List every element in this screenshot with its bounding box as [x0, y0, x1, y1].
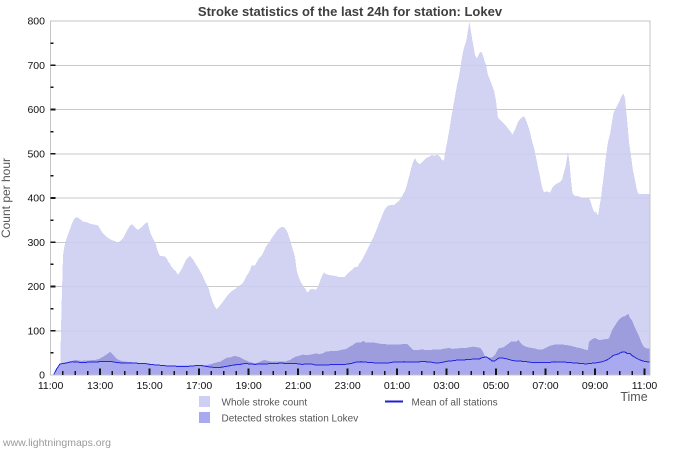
svg-text:Mean of all stations: Mean of all stations: [412, 398, 498, 409]
svg-text:800: 800: [27, 16, 45, 28]
svg-text:100: 100: [27, 325, 45, 337]
svg-text:Time: Time: [620, 390, 647, 404]
svg-text:Stroke statistics of the last: Stroke statistics of the last 24h for st…: [198, 4, 503, 19]
svg-text:19:00: 19:00: [235, 380, 261, 392]
svg-text:www.lightningmaps.org: www.lightningmaps.org: [2, 437, 111, 449]
svg-text:13:00: 13:00: [87, 380, 113, 392]
svg-text:03:00: 03:00: [433, 380, 459, 392]
svg-text:01:00: 01:00: [384, 380, 410, 392]
svg-text:11:00: 11:00: [38, 380, 64, 392]
svg-text:23:00: 23:00: [334, 380, 360, 392]
svg-text:11:00: 11:00: [632, 380, 658, 392]
svg-text:09:00: 09:00: [582, 380, 608, 392]
svg-text:05:00: 05:00: [483, 380, 509, 392]
svg-text:300: 300: [27, 237, 45, 249]
svg-text:600: 600: [27, 104, 45, 116]
svg-text:Whole stroke count: Whole stroke count: [222, 398, 308, 409]
svg-text:07:00: 07:00: [532, 380, 558, 392]
svg-text:0: 0: [39, 370, 45, 382]
svg-text:400: 400: [27, 193, 45, 205]
svg-text:15:00: 15:00: [136, 380, 162, 392]
svg-text:Count per hour: Count per hour: [0, 158, 13, 238]
svg-text:17:00: 17:00: [186, 380, 212, 392]
svg-text:Detected strokes station Lokev: Detected strokes station Lokev: [222, 414, 359, 425]
svg-text:200: 200: [27, 281, 45, 293]
svg-text:500: 500: [27, 148, 45, 160]
svg-text:21:00: 21:00: [285, 380, 311, 392]
svg-text:700: 700: [27, 60, 45, 72]
